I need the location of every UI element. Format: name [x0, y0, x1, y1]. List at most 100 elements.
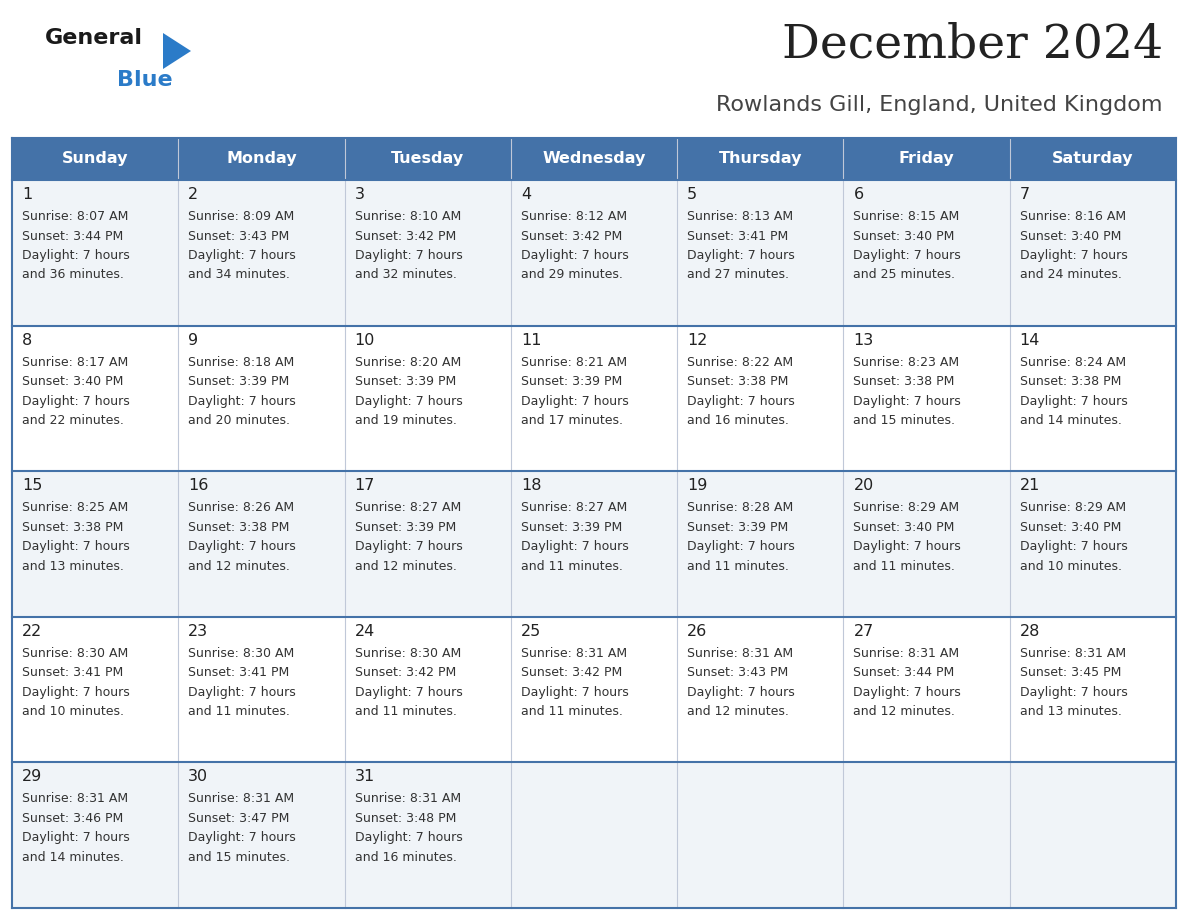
Text: Sunrise: 8:12 AM: Sunrise: 8:12 AM — [520, 210, 627, 223]
Text: Daylight: 7 hours: Daylight: 7 hours — [520, 395, 628, 408]
Bar — [511, 763, 677, 908]
Text: Daylight: 7 hours: Daylight: 7 hours — [354, 686, 462, 699]
Text: 21: 21 — [1019, 478, 1040, 493]
Text: 4: 4 — [520, 187, 531, 202]
Text: 25: 25 — [520, 624, 541, 639]
Text: and 34 minutes.: and 34 minutes. — [188, 268, 290, 282]
Bar — [511, 138, 677, 180]
Text: Wednesday: Wednesday — [542, 151, 646, 166]
Text: 31: 31 — [354, 769, 375, 784]
Bar — [178, 138, 345, 180]
Bar — [843, 180, 1010, 326]
Text: 23: 23 — [188, 624, 208, 639]
Text: Sunrise: 8:24 AM: Sunrise: 8:24 AM — [1019, 355, 1126, 369]
Bar — [1010, 326, 1176, 471]
Text: 1: 1 — [23, 187, 32, 202]
Text: 18: 18 — [520, 478, 542, 493]
Text: Sunrise: 8:29 AM: Sunrise: 8:29 AM — [853, 501, 960, 514]
Text: and 15 minutes.: and 15 minutes. — [853, 414, 955, 427]
Text: Daylight: 7 hours: Daylight: 7 hours — [354, 832, 462, 845]
Text: Sunrise: 8:31 AM: Sunrise: 8:31 AM — [354, 792, 461, 805]
Text: Sunset: 3:44 PM: Sunset: 3:44 PM — [853, 666, 955, 679]
Bar — [1010, 180, 1176, 326]
Text: Sunset: 3:40 PM: Sunset: 3:40 PM — [853, 230, 955, 242]
Text: Daylight: 7 hours: Daylight: 7 hours — [354, 540, 462, 554]
Bar — [677, 617, 843, 763]
Bar — [677, 326, 843, 471]
Text: Sunrise: 8:23 AM: Sunrise: 8:23 AM — [853, 355, 960, 369]
Text: Sunrise: 8:30 AM: Sunrise: 8:30 AM — [188, 647, 295, 660]
Text: and 32 minutes.: and 32 minutes. — [354, 268, 456, 282]
Text: Daylight: 7 hours: Daylight: 7 hours — [23, 686, 129, 699]
Text: Sunset: 3:39 PM: Sunset: 3:39 PM — [354, 521, 456, 533]
Text: Sunset: 3:40 PM: Sunset: 3:40 PM — [23, 375, 124, 388]
Bar — [677, 763, 843, 908]
Text: Rowlands Gill, England, United Kingdom: Rowlands Gill, England, United Kingdom — [716, 95, 1163, 115]
Text: and 36 minutes.: and 36 minutes. — [23, 268, 124, 282]
Text: Daylight: 7 hours: Daylight: 7 hours — [1019, 395, 1127, 408]
Text: Sunset: 3:46 PM: Sunset: 3:46 PM — [23, 812, 124, 825]
Bar — [1010, 471, 1176, 617]
Text: and 11 minutes.: and 11 minutes. — [687, 560, 789, 573]
Text: Daylight: 7 hours: Daylight: 7 hours — [687, 395, 795, 408]
Text: Daylight: 7 hours: Daylight: 7 hours — [687, 249, 795, 262]
Text: and 13 minutes.: and 13 minutes. — [23, 560, 124, 573]
Bar — [677, 138, 843, 180]
Bar — [178, 617, 345, 763]
Bar — [843, 471, 1010, 617]
Text: Sunrise: 8:27 AM: Sunrise: 8:27 AM — [520, 501, 627, 514]
Text: and 22 minutes.: and 22 minutes. — [23, 414, 124, 427]
Text: Daylight: 7 hours: Daylight: 7 hours — [1019, 686, 1127, 699]
Bar — [1010, 763, 1176, 908]
Text: Daylight: 7 hours: Daylight: 7 hours — [188, 686, 296, 699]
Text: Daylight: 7 hours: Daylight: 7 hours — [354, 395, 462, 408]
Text: Sunset: 3:42 PM: Sunset: 3:42 PM — [354, 230, 456, 242]
Bar — [12, 617, 178, 763]
Text: Daylight: 7 hours: Daylight: 7 hours — [520, 540, 628, 554]
Text: 12: 12 — [687, 332, 708, 348]
Text: 5: 5 — [687, 187, 697, 202]
Bar — [345, 180, 511, 326]
Bar — [12, 326, 178, 471]
Text: Sunrise: 8:28 AM: Sunrise: 8:28 AM — [687, 501, 794, 514]
Text: Sunrise: 8:31 AM: Sunrise: 8:31 AM — [520, 647, 627, 660]
Text: Friday: Friday — [899, 151, 954, 166]
Text: Sunrise: 8:10 AM: Sunrise: 8:10 AM — [354, 210, 461, 223]
Text: and 11 minutes.: and 11 minutes. — [520, 560, 623, 573]
Text: Daylight: 7 hours: Daylight: 7 hours — [853, 686, 961, 699]
Text: 24: 24 — [354, 624, 375, 639]
Bar — [511, 180, 677, 326]
Text: Sunset: 3:43 PM: Sunset: 3:43 PM — [687, 666, 789, 679]
Bar — [511, 471, 677, 617]
Text: and 16 minutes.: and 16 minutes. — [687, 414, 789, 427]
Text: Sunrise: 8:13 AM: Sunrise: 8:13 AM — [687, 210, 794, 223]
Text: Daylight: 7 hours: Daylight: 7 hours — [853, 249, 961, 262]
Text: Sunrise: 8:07 AM: Sunrise: 8:07 AM — [23, 210, 128, 223]
Text: and 19 minutes.: and 19 minutes. — [354, 414, 456, 427]
Text: Sunrise: 8:31 AM: Sunrise: 8:31 AM — [687, 647, 794, 660]
Text: Daylight: 7 hours: Daylight: 7 hours — [188, 249, 296, 262]
Text: Sunset: 3:43 PM: Sunset: 3:43 PM — [188, 230, 290, 242]
Text: Tuesday: Tuesday — [391, 151, 465, 166]
Text: 3: 3 — [354, 187, 365, 202]
Text: Sunset: 3:42 PM: Sunset: 3:42 PM — [520, 666, 623, 679]
Text: Sunrise: 8:31 AM: Sunrise: 8:31 AM — [188, 792, 295, 805]
Text: Saturday: Saturday — [1053, 151, 1133, 166]
Text: Sunrise: 8:29 AM: Sunrise: 8:29 AM — [1019, 501, 1126, 514]
Text: Sunrise: 8:21 AM: Sunrise: 8:21 AM — [520, 355, 627, 369]
Text: 11: 11 — [520, 332, 542, 348]
Text: Daylight: 7 hours: Daylight: 7 hours — [853, 395, 961, 408]
Bar — [843, 138, 1010, 180]
Bar — [345, 617, 511, 763]
Text: Sunrise: 8:22 AM: Sunrise: 8:22 AM — [687, 355, 794, 369]
Text: Sunday: Sunday — [62, 151, 128, 166]
Text: Blue: Blue — [116, 70, 172, 90]
Text: and 11 minutes.: and 11 minutes. — [853, 560, 955, 573]
Text: Daylight: 7 hours: Daylight: 7 hours — [23, 249, 129, 262]
Text: and 11 minutes.: and 11 minutes. — [520, 705, 623, 718]
Text: and 24 minutes.: and 24 minutes. — [1019, 268, 1121, 282]
Text: 10: 10 — [354, 332, 375, 348]
Text: and 17 minutes.: and 17 minutes. — [520, 414, 623, 427]
Text: 27: 27 — [853, 624, 873, 639]
Text: and 27 minutes.: and 27 minutes. — [687, 268, 789, 282]
